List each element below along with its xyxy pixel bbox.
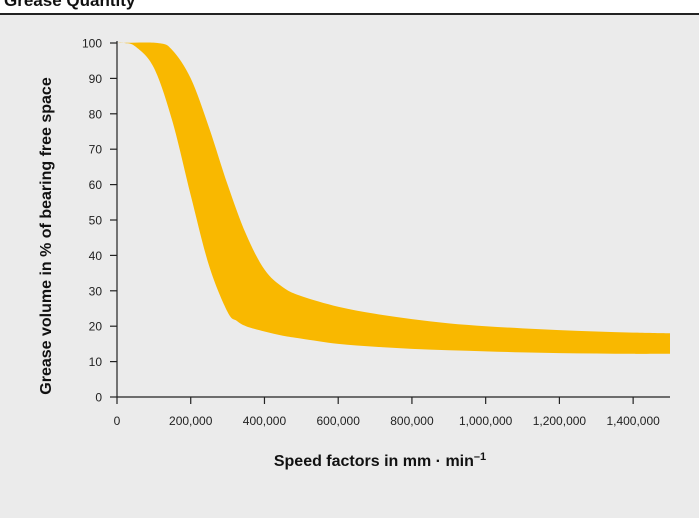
band-layer xyxy=(117,42,670,354)
x-axis-title-text: Speed factors in mm · min xyxy=(274,453,474,470)
y-tick-label: 50 xyxy=(89,214,103,228)
y-tick-label: 100 xyxy=(82,37,102,51)
y-tick-label: 90 xyxy=(89,72,103,86)
x-tick-label: 1,400,000 xyxy=(606,414,660,428)
axis-layer: 0 10 20 30 40 50 60 70 80 90 100 0 200,000 400,000 600… xyxy=(82,37,670,428)
x-tick-label: 400,000 xyxy=(243,414,287,428)
x-tick-label: 1,000,000 xyxy=(459,414,513,428)
y-tick-label: 30 xyxy=(89,284,103,298)
grease-range-band xyxy=(117,42,670,354)
y-tick-label: 20 xyxy=(89,320,103,334)
y-tick-label: 10 xyxy=(89,355,103,369)
y-tick-label: 40 xyxy=(89,249,103,263)
y-tick-label: 60 xyxy=(89,178,103,192)
title-rule xyxy=(0,13,699,15)
chart-title-strip: Grease Quantity xyxy=(0,0,699,14)
y-axis-title: Grease volume in % of bearing free space xyxy=(38,77,55,395)
x-axis-title-superscript: –1 xyxy=(474,451,486,463)
y-tick-label: 0 xyxy=(95,391,102,405)
y-tick-label: 80 xyxy=(89,107,103,121)
x-tick-label: 0 xyxy=(114,414,121,428)
x-tick-label: 200,000 xyxy=(169,414,213,428)
chart-title: Grease Quantity xyxy=(4,0,136,10)
x-tick-label: 800,000 xyxy=(390,414,434,428)
y-tick-label: 70 xyxy=(89,143,103,157)
x-axis-title: Speed factors in mm · min–1 xyxy=(274,451,486,470)
x-tick-label: 1,200,000 xyxy=(533,414,587,428)
x-tick-label: 600,000 xyxy=(317,414,361,428)
